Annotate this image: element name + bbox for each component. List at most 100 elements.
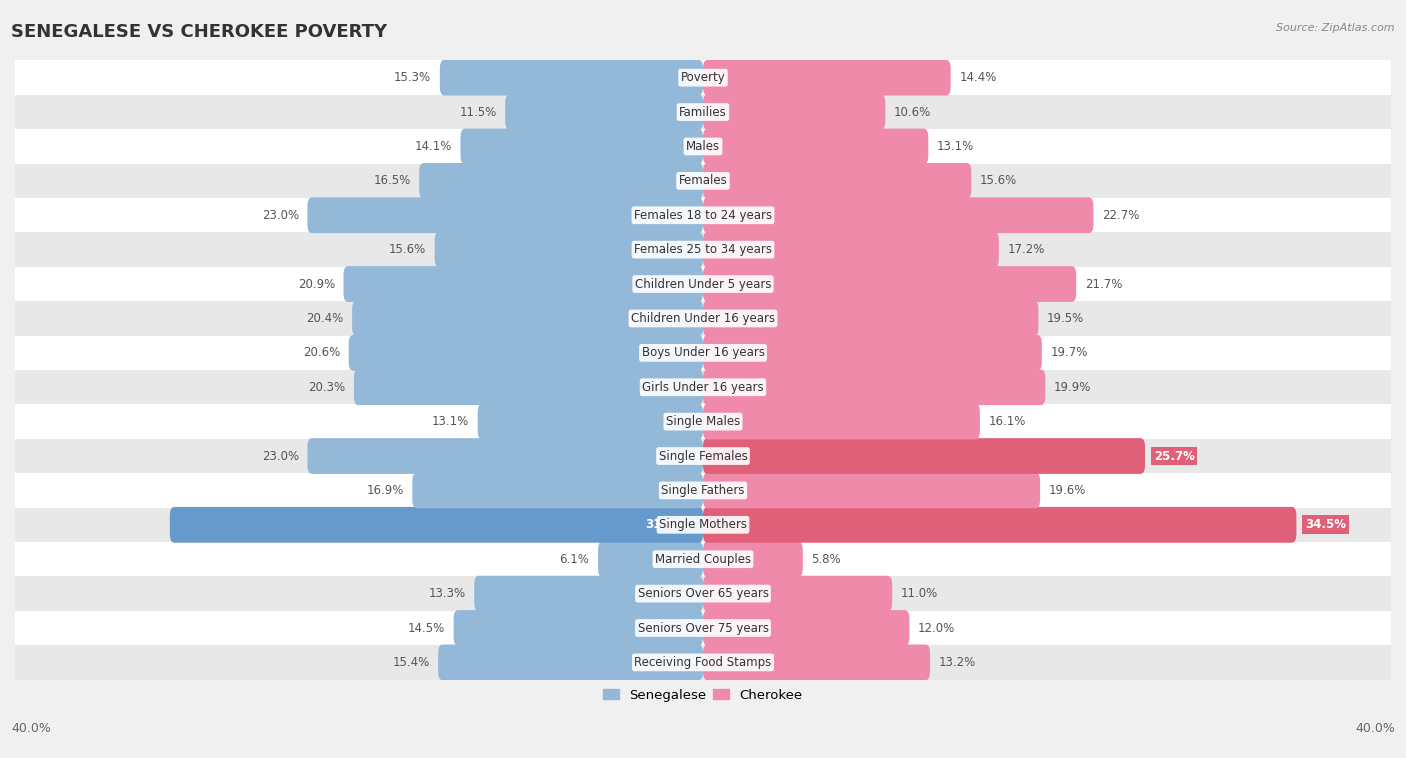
Text: Source: ZipAtlas.com: Source: ZipAtlas.com <box>1277 23 1395 33</box>
FancyBboxPatch shape <box>461 129 703 164</box>
FancyBboxPatch shape <box>703 576 893 612</box>
FancyBboxPatch shape <box>598 541 703 577</box>
FancyBboxPatch shape <box>703 507 1296 543</box>
Text: 19.6%: 19.6% <box>1049 484 1085 497</box>
FancyBboxPatch shape <box>343 266 703 302</box>
Text: 22.7%: 22.7% <box>1102 208 1139 222</box>
FancyBboxPatch shape <box>703 438 1144 474</box>
Text: Seniors Over 75 years: Seniors Over 75 years <box>637 622 769 634</box>
Text: 20.9%: 20.9% <box>298 277 335 290</box>
FancyBboxPatch shape <box>703 404 980 440</box>
Text: 19.7%: 19.7% <box>1050 346 1088 359</box>
Legend: Senegalese, Cherokee: Senegalese, Cherokee <box>598 684 808 707</box>
Text: 16.9%: 16.9% <box>367 484 404 497</box>
Text: 12.0%: 12.0% <box>918 622 955 634</box>
FancyBboxPatch shape <box>703 541 803 577</box>
Text: 40.0%: 40.0% <box>11 722 51 735</box>
Text: 31.0%: 31.0% <box>645 518 686 531</box>
Bar <box>15 233 1391 267</box>
Bar <box>15 95 1391 130</box>
Text: 13.1%: 13.1% <box>432 415 470 428</box>
Text: 21.7%: 21.7% <box>1085 277 1122 290</box>
FancyBboxPatch shape <box>349 335 703 371</box>
Text: Seniors Over 65 years: Seniors Over 65 years <box>637 587 769 600</box>
Text: Single Fathers: Single Fathers <box>661 484 745 497</box>
Text: 19.9%: 19.9% <box>1054 381 1091 393</box>
Bar <box>15 508 1391 542</box>
Text: 17.2%: 17.2% <box>1008 243 1045 256</box>
Text: 34.5%: 34.5% <box>1305 518 1346 531</box>
Text: Receiving Food Stamps: Receiving Food Stamps <box>634 656 772 669</box>
FancyBboxPatch shape <box>703 163 972 199</box>
FancyBboxPatch shape <box>703 94 886 130</box>
Text: 19.5%: 19.5% <box>1047 312 1084 325</box>
FancyBboxPatch shape <box>434 232 703 268</box>
Text: 20.6%: 20.6% <box>302 346 340 359</box>
FancyBboxPatch shape <box>703 335 1042 371</box>
Text: SENEGALESE VS CHEROKEE POVERTY: SENEGALESE VS CHEROKEE POVERTY <box>11 23 388 41</box>
FancyBboxPatch shape <box>474 576 703 612</box>
Text: Females 25 to 34 years: Females 25 to 34 years <box>634 243 772 256</box>
Text: 15.6%: 15.6% <box>980 174 1017 187</box>
Text: Boys Under 16 years: Boys Under 16 years <box>641 346 765 359</box>
Text: 25.7%: 25.7% <box>1154 449 1195 462</box>
Bar <box>15 130 1391 164</box>
Text: 13.2%: 13.2% <box>939 656 976 669</box>
Text: 11.0%: 11.0% <box>901 587 938 600</box>
Bar <box>15 576 1391 611</box>
FancyBboxPatch shape <box>505 94 703 130</box>
Text: 10.6%: 10.6% <box>894 105 931 118</box>
Text: 15.6%: 15.6% <box>389 243 426 256</box>
Bar <box>15 61 1391 95</box>
Bar <box>15 267 1391 301</box>
FancyBboxPatch shape <box>308 438 703 474</box>
FancyBboxPatch shape <box>419 163 703 199</box>
Text: 13.3%: 13.3% <box>429 587 465 600</box>
Text: Single Males: Single Males <box>666 415 740 428</box>
Text: 15.3%: 15.3% <box>394 71 432 84</box>
Bar <box>15 611 1391 645</box>
Text: 40.0%: 40.0% <box>1355 722 1395 735</box>
Text: Single Mothers: Single Mothers <box>659 518 747 531</box>
FancyBboxPatch shape <box>703 197 1094 233</box>
Text: 6.1%: 6.1% <box>560 553 589 565</box>
Bar <box>15 164 1391 198</box>
Bar <box>15 336 1391 370</box>
Bar <box>15 473 1391 508</box>
FancyBboxPatch shape <box>703 644 929 680</box>
FancyBboxPatch shape <box>703 232 998 268</box>
FancyBboxPatch shape <box>703 301 1039 337</box>
FancyBboxPatch shape <box>703 266 1076 302</box>
Text: Families: Families <box>679 105 727 118</box>
Text: 14.1%: 14.1% <box>415 140 451 153</box>
Text: 5.8%: 5.8% <box>811 553 841 565</box>
Text: Males: Males <box>686 140 720 153</box>
FancyBboxPatch shape <box>703 472 1040 509</box>
Text: 14.4%: 14.4% <box>959 71 997 84</box>
Text: Children Under 5 years: Children Under 5 years <box>634 277 772 290</box>
Bar <box>15 645 1391 680</box>
Text: Girls Under 16 years: Girls Under 16 years <box>643 381 763 393</box>
Text: Poverty: Poverty <box>681 71 725 84</box>
FancyBboxPatch shape <box>354 369 703 405</box>
Bar <box>15 370 1391 405</box>
FancyBboxPatch shape <box>703 60 950 96</box>
Text: Children Under 16 years: Children Under 16 years <box>631 312 775 325</box>
FancyBboxPatch shape <box>703 369 1045 405</box>
Text: 23.0%: 23.0% <box>262 449 299 462</box>
Text: 13.1%: 13.1% <box>936 140 974 153</box>
FancyBboxPatch shape <box>454 610 703 646</box>
Text: 23.0%: 23.0% <box>262 208 299 222</box>
FancyBboxPatch shape <box>352 301 703 337</box>
FancyBboxPatch shape <box>703 129 928 164</box>
Bar <box>15 542 1391 576</box>
Text: 20.4%: 20.4% <box>307 312 343 325</box>
Bar <box>15 301 1391 336</box>
Text: Single Females: Single Females <box>658 449 748 462</box>
Bar <box>15 198 1391 233</box>
Text: 14.5%: 14.5% <box>408 622 446 634</box>
Bar <box>15 439 1391 473</box>
Text: 16.5%: 16.5% <box>374 174 411 187</box>
Bar <box>15 405 1391 439</box>
FancyBboxPatch shape <box>439 644 703 680</box>
